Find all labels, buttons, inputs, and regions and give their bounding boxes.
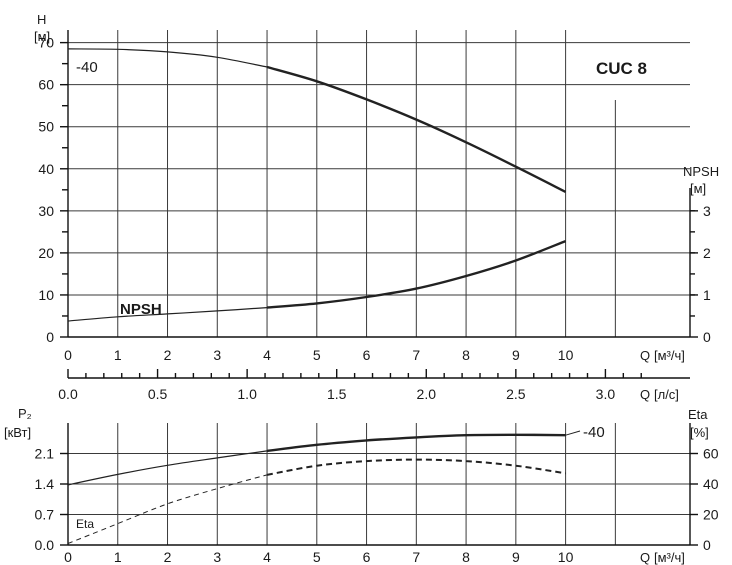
x2-axis-label: Q	[640, 387, 650, 402]
top-x-tick-label: 4	[263, 347, 271, 363]
top-left-tick-label: 40	[38, 161, 54, 177]
npsh-curve	[266, 239, 567, 309]
curves	[67, 48, 581, 544]
top-x-axis-label: Q	[640, 348, 650, 363]
top-x-tick-label: 0	[64, 347, 72, 363]
eta-series-label: Eta	[76, 517, 94, 531]
npsh-curve-thin	[67, 307, 268, 322]
top-x-tick-label: 8	[462, 347, 470, 363]
top-right-tick-label: 2	[703, 245, 711, 261]
top-x-tick-label: 7	[412, 347, 420, 363]
top-x-tick-label: 10	[558, 347, 574, 363]
bottom-x-tick-label: 8	[462, 549, 470, 565]
bottom-left-axis-label: P₂	[18, 406, 32, 421]
top-left-axis-label: H	[37, 12, 46, 27]
bottom-right-tick-label: 0	[703, 537, 711, 553]
top-left-tick-label: 70	[38, 35, 54, 51]
top-left-axis-unit: [м]	[34, 29, 50, 44]
eta-curve	[266, 458, 566, 476]
top-left-tick-label: 10	[38, 287, 54, 303]
head-series-label: -40	[76, 59, 98, 76]
x2-tick-label: 1.5	[327, 386, 347, 402]
x2-tick-label: 1.0	[237, 386, 257, 402]
bottom-left-tick-label: 0.0	[35, 537, 55, 553]
top-x-axis-unit: [м³/ч]	[654, 348, 685, 363]
bottom-x-tick-label: 9	[512, 549, 520, 565]
x2-tick-label: 3.0	[596, 386, 616, 402]
bottom-x-tick-label: 4	[263, 549, 271, 565]
top-left-tick-label: 30	[38, 203, 54, 219]
top-left-tick-label: 20	[38, 245, 54, 261]
bottom-right-tick-label: 60	[703, 446, 719, 462]
bottom-panel-grid	[60, 423, 698, 546]
bottom-right-tick-label: 40	[703, 476, 719, 492]
top-x-tick-label: 3	[213, 347, 221, 363]
head-curve-thin	[67, 48, 268, 68]
top-x-tick-label: 2	[164, 347, 172, 363]
bottom-x-tick-label: 5	[313, 549, 321, 565]
top-left-tick-label: 60	[38, 77, 54, 93]
eta-curve-thin	[67, 474, 268, 544]
power-curve	[266, 433, 566, 453]
chart-title: CUC 8	[596, 59, 647, 78]
bottom-x-tick-label: 2	[164, 549, 172, 565]
top-panel-grid	[60, 30, 698, 379]
top-left-tick-label: 50	[38, 119, 54, 135]
head-curve	[266, 65, 567, 193]
top-x-tick-label: 6	[363, 347, 371, 363]
top-right-tick-label: 0	[703, 329, 711, 345]
x2-axis-unit: [л/с]	[654, 387, 679, 402]
bottom-x-tick-label: 1	[114, 549, 122, 565]
power-curve-thin	[67, 450, 268, 486]
top-x-tick-label: 9	[512, 347, 520, 363]
bottom-left-tick-label: 2.1	[35, 446, 55, 462]
bottom-x-tick-label: 7	[412, 549, 420, 565]
power-series-label: -40	[583, 424, 605, 441]
top-right-axis-unit: [м]	[690, 181, 706, 196]
bottom-left-tick-label: 0.7	[35, 507, 55, 523]
x2-tick-label: 2.0	[417, 386, 437, 402]
bottom-x-axis-unit: [м³/ч]	[654, 550, 685, 565]
top-left-tick-label: 0	[46, 329, 54, 345]
bottom-x-tick-label: 10	[558, 549, 574, 565]
bottom-x-tick-label: 6	[363, 549, 371, 565]
top-x-tick-label: 5	[313, 347, 321, 363]
bottom-x-axis-label: Q	[640, 550, 650, 565]
x2-tick-label: 0.5	[148, 386, 168, 402]
x2-tick-label: 2.5	[506, 386, 526, 402]
x2-tick-label: 0.0	[58, 386, 78, 402]
bottom-right-axis-label: Eta	[688, 407, 708, 422]
bottom-right-tick-label: 20	[703, 507, 719, 523]
bottom-left-tick-label: 1.4	[35, 476, 55, 492]
bottom-x-tick-label: 3	[213, 549, 221, 565]
top-x-tick-label: 1	[114, 347, 122, 363]
top-right-tick-label: 1	[703, 287, 711, 303]
bottom-x-tick-label: 0	[64, 549, 72, 565]
bottom-right-axis-unit: [%]	[690, 425, 709, 440]
bottom-left-axis-unit: [кВт]	[4, 425, 31, 440]
npsh-series-label: NPSH	[120, 301, 162, 318]
top-right-axis-label: NPSH	[683, 164, 719, 179]
power-label-leader	[565, 430, 581, 436]
top-right-tick-label: 3	[703, 203, 711, 219]
